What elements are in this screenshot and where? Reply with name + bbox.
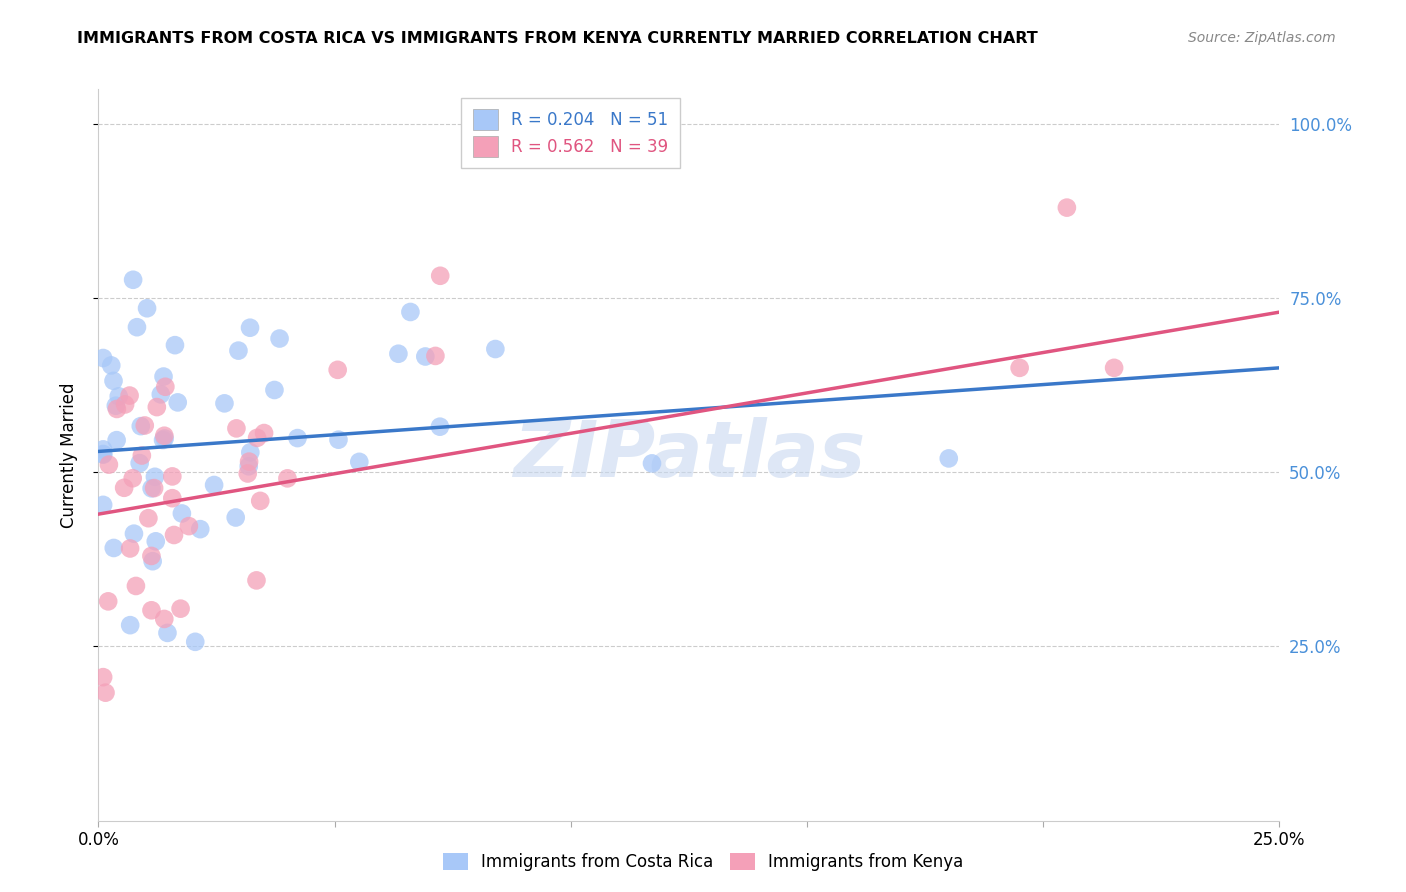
Point [94,686,117,700]
Point [429,419,451,434]
Point [121,471,143,485]
Point [141,603,163,617]
Point [143,481,166,495]
Point [214,396,236,410]
Point [129,419,152,434]
Legend: R = 0.204   N = 51, R = 0.562   N = 39: R = 0.204 N = 51, R = 0.562 N = 39 [461,97,681,169]
Point [105,433,128,447]
Text: ZIPatlas: ZIPatlas [513,417,865,493]
Point [112,481,135,495]
Point [484,342,506,356]
Point [91,670,114,684]
Point [163,338,186,352]
Point [143,470,166,484]
Point [1056,201,1078,215]
Point [328,433,350,447]
Point [103,374,125,388]
Point [114,397,136,411]
Point [103,541,125,555]
Point [162,469,184,483]
Point [399,305,422,319]
Point [146,400,169,414]
Point [128,456,150,470]
Point [153,428,176,442]
Point [387,347,409,361]
Point [136,301,159,316]
Text: IMMIGRANTS FROM COSTA RICA VS IMMIGRANTS FROM KENYA CURRENTLY MARRIED CORRELATIO: IMMIGRANTS FROM COSTA RICA VS IMMIGRANTS… [77,31,1038,46]
Point [91,447,114,461]
Point [118,388,141,402]
Legend: Immigrants from Costa Rica, Immigrants from Kenya: Immigrants from Costa Rica, Immigrants f… [434,845,972,880]
Point [188,522,211,536]
Point [249,494,271,508]
Point [149,387,172,401]
Point [238,459,260,474]
Point [349,455,371,469]
Point [276,471,298,485]
Point [162,491,184,506]
Point [142,554,165,568]
Point [166,395,188,409]
Point [202,478,225,492]
Point [141,549,163,563]
Point [152,369,174,384]
Point [938,451,960,466]
Point [134,418,156,433]
Point [155,380,177,394]
Point [238,455,260,469]
Point [153,432,176,446]
Point [415,350,437,364]
Point [239,320,262,334]
Point [641,456,664,470]
Point [326,363,349,377]
Point [425,349,447,363]
Point [153,612,176,626]
Point [122,526,145,541]
Text: Source: ZipAtlas.com: Source: ZipAtlas.com [1188,31,1336,45]
Point [429,268,451,283]
Point [91,351,114,365]
Point [253,425,276,440]
Point [239,445,262,459]
Point [145,534,167,549]
Point [138,511,160,525]
Point [287,431,309,445]
Point [97,594,120,608]
Point [170,507,193,521]
Point [225,510,247,524]
Point [105,401,128,416]
Point [91,448,114,462]
Point [152,433,174,447]
Point [91,442,114,457]
Point [225,421,247,435]
Point [177,519,200,533]
Point [125,320,148,334]
Point [169,601,191,615]
Point [1102,360,1125,375]
Point [100,359,122,373]
Point [263,383,285,397]
Point [163,528,186,542]
Point [156,626,179,640]
Point [122,273,145,287]
Point [131,449,153,463]
Point [91,498,114,512]
Point [1008,360,1031,375]
Point [120,618,142,632]
Y-axis label: Currently Married: Currently Married [59,382,77,528]
Point [97,458,120,472]
Point [246,431,269,445]
Point [228,343,250,358]
Point [184,635,207,649]
Point [104,399,127,413]
Point [245,574,267,588]
Point [269,332,291,346]
Point [107,389,129,403]
Point [120,541,142,556]
Point [125,579,148,593]
Point [236,467,259,481]
Point [141,481,163,495]
